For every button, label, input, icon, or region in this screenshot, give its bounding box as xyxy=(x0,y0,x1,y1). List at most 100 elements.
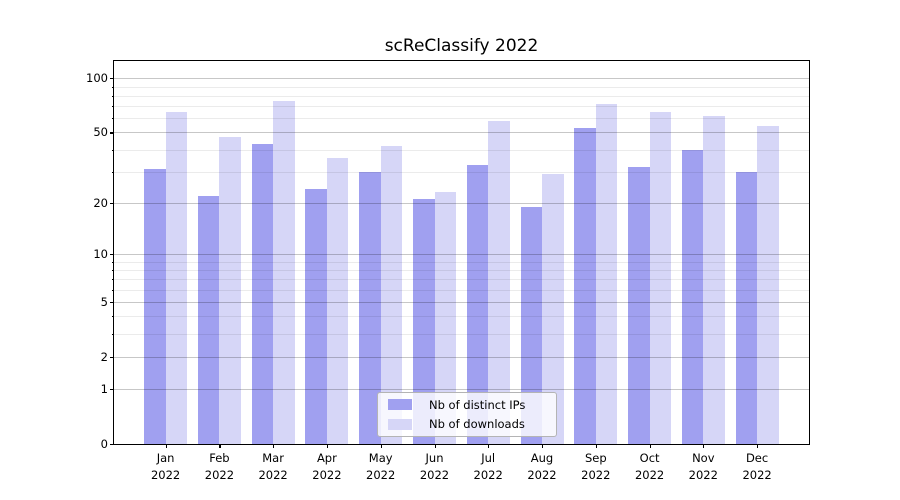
bar-ips-jun-2022 xyxy=(413,199,435,444)
gridline-1 xyxy=(114,389,809,391)
x-tick-mark-jan-2022 xyxy=(165,444,167,448)
gridline-20 xyxy=(114,202,809,204)
bar-ips-apr-2022 xyxy=(305,188,327,444)
gridline-40 xyxy=(114,149,809,151)
y-tick-mark-5 xyxy=(110,302,114,304)
x-tick-label-feb-2022: Feb 2022 xyxy=(204,451,235,482)
bar-downloads-jun-2022 xyxy=(434,192,456,444)
legend: Nb of distinct IPs Nb of downloads xyxy=(377,392,557,437)
x-tick-label-dec-2022: Dec 2022 xyxy=(742,451,772,482)
bar-ips-may-2022 xyxy=(359,171,381,444)
x-tick-mark-dec-2022 xyxy=(757,444,759,448)
gridline-60 xyxy=(114,118,809,120)
bar-downloads-may-2022 xyxy=(380,145,403,444)
x-tick-mark-jul-2022 xyxy=(488,444,490,448)
y-minor-tick-mark-30 xyxy=(111,171,114,173)
bar-downloads-mar-2022 xyxy=(273,100,295,444)
bar-downloads-sep-2022 xyxy=(595,103,618,444)
x-tick-mark-oct-2022 xyxy=(649,444,651,448)
bar-downloads-apr-2022 xyxy=(326,157,349,444)
bar-downloads-nov-2022 xyxy=(703,115,725,444)
y-minor-tick-mark-9 xyxy=(111,261,114,263)
bar-downloads-jan-2022 xyxy=(165,111,188,444)
x-tick-mark-may-2022 xyxy=(380,444,382,448)
bar-downloads-dec-2022 xyxy=(757,126,779,444)
gridline-7 xyxy=(114,279,809,281)
y-tick-mark-10 xyxy=(110,253,114,256)
x-tick-label-jul-2022: Jul 2022 xyxy=(473,451,503,482)
gridline-10 xyxy=(114,253,809,255)
y-minor-tick-mark-3 xyxy=(111,334,114,336)
y-tick-label-20: 20 xyxy=(93,195,108,210)
x-tick-label-apr-2022: Apr 2022 xyxy=(312,451,342,482)
gridline-50 xyxy=(114,132,809,134)
x-tick-label-mar-2022: Mar 2022 xyxy=(258,451,288,482)
y-minor-tick-mark-7 xyxy=(111,279,114,281)
bar-ips-nov-2022 xyxy=(681,149,704,444)
gridline-9 xyxy=(114,261,809,263)
gridline-6 xyxy=(114,289,809,291)
y-minor-tick-mark-90 xyxy=(111,86,114,88)
x-tick-label-aug-2022: Aug 2022 xyxy=(527,451,557,482)
gridline-90 xyxy=(114,86,809,88)
legend-item-downloads: Nb of downloads xyxy=(378,415,556,434)
gridline-80 xyxy=(114,95,809,97)
bar-downloads-aug-2022 xyxy=(542,174,564,444)
x-tick-label-jun-2022: Jun 2022 xyxy=(419,451,450,482)
gridline-8 xyxy=(114,269,809,271)
y-tick-label-2: 2 xyxy=(100,349,108,364)
gridline-2 xyxy=(114,356,809,358)
y-tick-label-10: 10 xyxy=(93,246,108,261)
y-minor-tick-mark-80 xyxy=(111,95,114,97)
legend-item-distinct-ips: Nb of distinct IPs xyxy=(378,395,556,414)
bar-ips-aug-2022 xyxy=(520,206,542,444)
y-tick-mark-20 xyxy=(110,202,114,204)
legend-swatch-downloads xyxy=(388,418,412,430)
bar-ips-jan-2022 xyxy=(144,169,166,444)
bar-downloads-feb-2022 xyxy=(219,137,241,444)
x-tick-label-nov-2022: Nov 2022 xyxy=(688,451,718,482)
legend-swatch-distinct-ips xyxy=(388,399,412,411)
y-minor-tick-mark-4 xyxy=(111,316,114,318)
x-tick-mark-mar-2022 xyxy=(273,444,275,448)
y-tick-label-1: 1 xyxy=(100,382,108,397)
x-tick-label-jan-2022: Jan 2022 xyxy=(150,451,181,482)
y-tick-mark-2 xyxy=(110,356,114,359)
gridline-30 xyxy=(114,171,809,173)
y-minor-tick-mark-40 xyxy=(111,149,114,151)
gridline-5 xyxy=(114,302,809,303)
bar-ips-oct-2022 xyxy=(628,166,650,444)
bar-ips-jul-2022 xyxy=(466,164,489,444)
x-tick-mark-nov-2022 xyxy=(703,444,705,448)
y-tick-label-5: 5 xyxy=(100,295,108,309)
y-tick-label-0: 0 xyxy=(100,437,108,451)
bar-downloads-jul-2022 xyxy=(488,120,510,444)
y-tick-label-50: 50 xyxy=(93,125,108,140)
y-minor-tick-mark-60 xyxy=(111,118,114,120)
bar-ips-feb-2022 xyxy=(197,195,220,444)
bar-ips-mar-2022 xyxy=(251,144,274,444)
y-tick-label-100: 100 xyxy=(86,71,108,86)
x-tick-mark-jun-2022 xyxy=(434,444,436,448)
x-tick-mark-feb-2022 xyxy=(219,444,221,448)
gridline-100 xyxy=(114,78,809,80)
legend-label-downloads: Nb of downloads xyxy=(429,417,525,432)
gridline-3 xyxy=(114,334,809,336)
x-tick-mark-aug-2022 xyxy=(542,444,544,448)
y-minor-tick-mark-8 xyxy=(111,269,114,271)
legend-label-distinct-ips: Nb of distinct IPs xyxy=(429,397,526,412)
y-tick-mark-0 xyxy=(110,444,114,446)
bar-ips-dec-2022 xyxy=(735,171,758,444)
gridline-70 xyxy=(114,106,809,108)
y-tick-mark-1 xyxy=(110,389,114,391)
x-tick-mark-apr-2022 xyxy=(326,444,329,448)
plot-area: Nb of distinct IPs Nb of downloads xyxy=(113,60,810,445)
y-tick-mark-100 xyxy=(110,78,114,80)
chart-title: scReClassify 2022 xyxy=(384,36,539,56)
x-tick-label-oct-2022: Oct 2022 xyxy=(634,451,665,482)
bar-downloads-oct-2022 xyxy=(649,111,672,444)
bar-ips-sep-2022 xyxy=(574,127,596,444)
y-minor-tick-mark-6 xyxy=(111,289,114,291)
x-tick-mark-sep-2022 xyxy=(595,444,597,448)
